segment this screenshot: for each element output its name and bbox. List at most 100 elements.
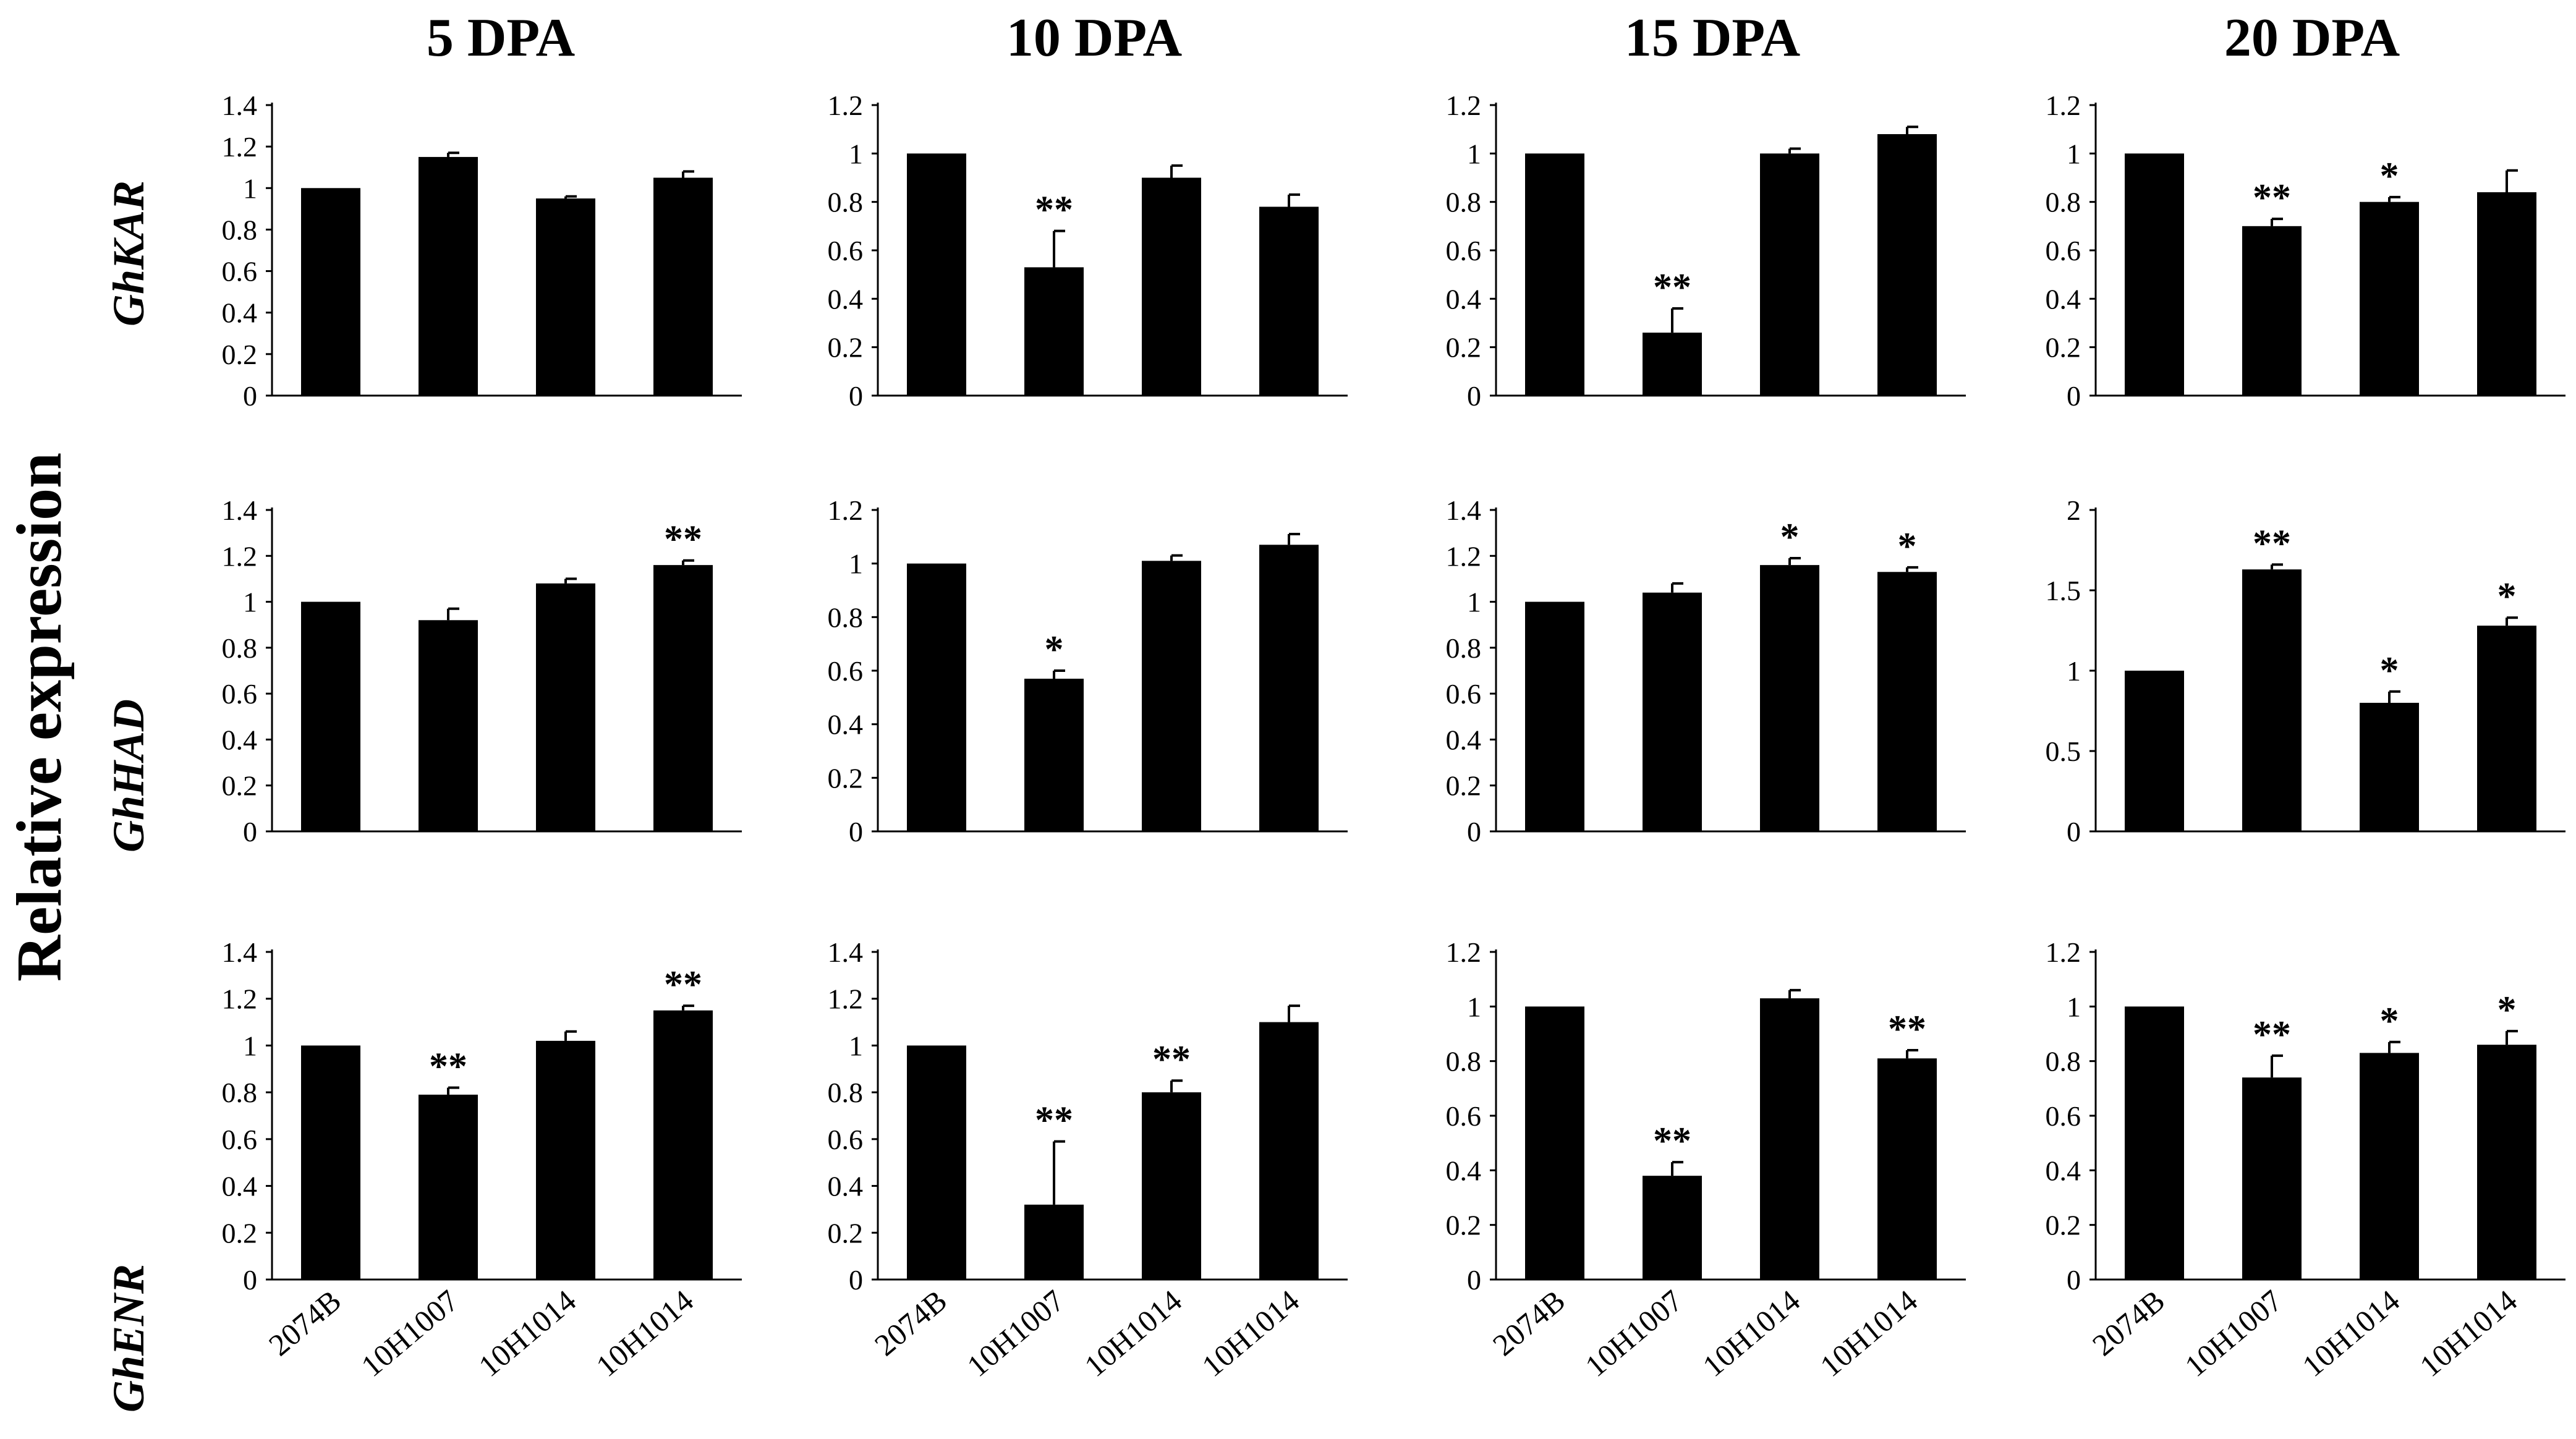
significance-label: ** — [1152, 1038, 1191, 1080]
y-tick-label: 0.4 — [1446, 1155, 1482, 1186]
y-tick-label: 0 — [849, 1264, 863, 1296]
y-tick-label: 0 — [243, 380, 257, 412]
significance-label: * — [2497, 575, 2517, 618]
category-label: 10H1014 — [1078, 1283, 1189, 1384]
y-tick-label: 0.6 — [2046, 235, 2081, 266]
y-tick-label: 0.4 — [222, 297, 258, 329]
bar-4 — [2477, 1045, 2536, 1280]
significance-label: ** — [2253, 177, 2291, 219]
y-tick-label: 1.2 — [2046, 936, 2081, 968]
y-tick-label: 1 — [243, 172, 257, 204]
panel-ghkar-15dpa: 0 0.2 0.4 0.6 0.8 1 1.2 ** — [1446, 90, 1966, 412]
significance-label: * — [1898, 525, 1917, 567]
bar-2 — [1024, 679, 1084, 831]
significance-label: ** — [1653, 266, 1691, 308]
bar-4 — [1259, 206, 1319, 396]
column-title-20dpa: 20 DPA — [2224, 8, 2400, 68]
y-tick-label: 1 — [243, 587, 257, 618]
chart-panels: 00.20.40.60.811.21.400.20.40.60.811.2**0… — [222, 90, 2565, 1384]
y-tick-label: 0.6 — [828, 235, 864, 266]
category-label: 10H1014 — [1196, 1283, 1306, 1384]
y-tick-label: 0 — [2067, 1264, 2081, 1296]
category-label: 2074B — [2086, 1283, 2171, 1363]
category-label: 10H1007 — [355, 1283, 465, 1384]
bar-3 — [536, 1040, 595, 1280]
y-tick-label: 1.2 — [222, 131, 258, 163]
significance-label: * — [2497, 989, 2517, 1031]
bar-3 — [1142, 1092, 1201, 1280]
significance-label: * — [2380, 155, 2399, 197]
column-title-10dpa: 10 DPA — [1006, 8, 1182, 68]
bar-1 — [301, 1045, 360, 1280]
y-tick-label: 1.2 — [828, 90, 864, 121]
bar-4 — [2477, 192, 2536, 396]
y-tick-label: 0 — [1467, 1264, 1481, 1296]
y-tick-label: 0.8 — [1446, 187, 1482, 218]
bar-2 — [1643, 333, 1702, 396]
bar-1 — [2125, 671, 2184, 831]
y-tick-label: 0.8 — [1446, 1046, 1482, 1077]
y-tick-label: 0.4 — [222, 724, 258, 755]
y-tick-label: 0.8 — [1446, 632, 1482, 664]
bar-1 — [1525, 153, 1584, 396]
y-tick-label: 0.4 — [828, 1171, 864, 1202]
bar-1 — [907, 1045, 966, 1280]
y-tick-label: 0.8 — [828, 1077, 864, 1108]
bar-3 — [1760, 153, 1819, 396]
bar-2 — [1024, 267, 1084, 396]
y-tick-label: 0.2 — [222, 339, 258, 370]
bar-1 — [301, 188, 360, 396]
panel-ghkar-20dpa: 00.20.40.60.811.2*** — [2046, 90, 2565, 412]
y-tick-label: 1 — [2067, 991, 2081, 1022]
category-label: 10H1014 — [1696, 1283, 1807, 1384]
y-tick-label: 1.2 — [2046, 90, 2081, 121]
y-tick-label: 1.2 — [828, 495, 864, 526]
bar-2 — [2242, 1077, 2302, 1280]
bar-4 — [653, 1010, 713, 1280]
gene-label-ghhad: GhHAD — [104, 699, 153, 852]
significance-label: ** — [429, 1046, 467, 1088]
bar-3 — [1760, 565, 1819, 831]
category-label: 2074B — [1486, 1283, 1571, 1363]
bar-2 — [1643, 592, 1702, 831]
bar-1 — [1525, 1006, 1584, 1280]
y-tick-label: 1 — [1467, 991, 1481, 1022]
y-tick-label: 0.8 — [2046, 1046, 2081, 1077]
y-tick-label: 1.4 — [222, 495, 258, 526]
bar-2 — [1024, 1204, 1084, 1280]
y-tick-label: 0.2 — [222, 770, 258, 802]
y-tick-label: 0 — [849, 816, 863, 847]
y-tick-label: 0.2 — [1446, 770, 1482, 802]
panel-ghenr-10dpa: 0 0.2 0.4 0.6 0.8 1 1.2 1.4 2074B ** 10H1007 ** 10H1… — [828, 936, 1348, 1383]
y-tick-label: 1.2 — [1446, 936, 1482, 968]
bar-4 — [1877, 134, 1937, 396]
y-tick-label: 0.6 — [1446, 235, 1482, 266]
bar-4 — [653, 565, 713, 831]
y-tick-label: 0.6 — [2046, 1100, 2081, 1132]
bar-3 — [2360, 703, 2419, 831]
y-tick-label: 0.8 — [828, 187, 864, 218]
gene-label-ghenr: GhENR — [104, 1264, 153, 1412]
bar-3 — [1760, 998, 1819, 1280]
y-tick-label: 0.8 — [222, 214, 258, 245]
panel-ghkar-5dpa: 0 0.2 0.4 0.6 0.8 1 1.2 1.4 — [222, 90, 742, 412]
y-tick-label: 1.2 — [828, 983, 864, 1015]
y-tick-label: 0.4 — [222, 1171, 258, 1202]
significance-label: * — [2380, 650, 2399, 692]
y-tick-label: 1 — [2067, 138, 2081, 169]
bar-2 — [419, 156, 478, 396]
bar-1 — [907, 563, 966, 831]
y-tick-label: 0.6 — [222, 678, 258, 710]
panel-ghenr-20dpa: 0 0.2 0.4 0.6 0.8 1 1.2 2074B ** 10H1007 * 10H1014 *… — [2046, 936, 2565, 1384]
y-tick-label: 0 — [243, 1264, 257, 1296]
y-tick-label: 0.2 — [2046, 332, 2081, 363]
y-tick-label: 1.5 — [2046, 575, 2081, 606]
bar-1 — [1525, 601, 1584, 831]
bar-1 — [301, 601, 360, 831]
bar-3 — [2360, 1053, 2419, 1280]
y-tick-label: 1.2 — [1446, 540, 1482, 572]
bar-4 — [1259, 1022, 1319, 1280]
category-label: 10H1007 — [2179, 1283, 2289, 1384]
